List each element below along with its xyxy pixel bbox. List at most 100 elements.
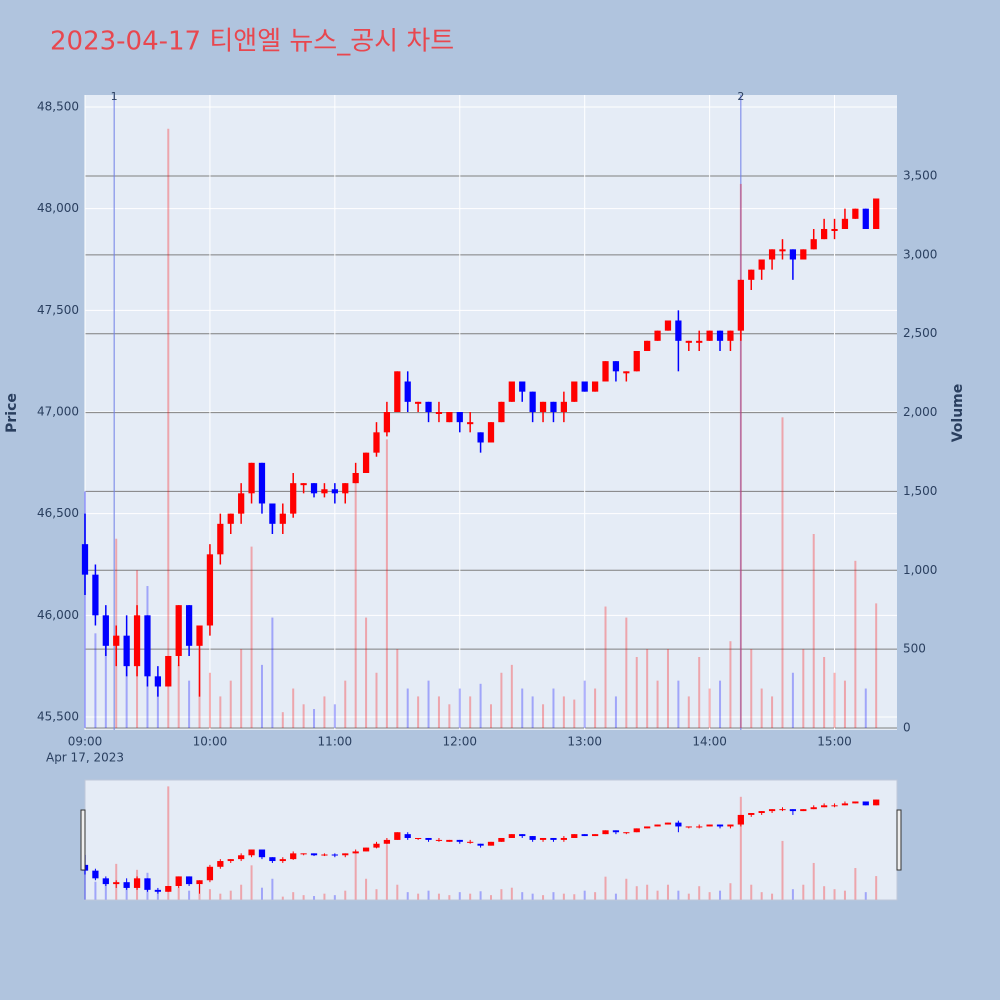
volume-bar	[812, 533, 815, 728]
candle-body	[415, 837, 422, 839]
candle-body	[456, 839, 463, 842]
candle-body	[821, 805, 828, 808]
volume-bar	[854, 868, 857, 900]
candle-body	[435, 839, 443, 841]
volume-bar	[802, 884, 805, 900]
volume-bar	[365, 878, 368, 900]
volume-bar	[542, 704, 545, 728]
candle-body	[581, 834, 588, 837]
volume-bar	[604, 876, 607, 900]
candle-body	[560, 401, 567, 412]
volume-bar	[864, 688, 867, 728]
candle-body	[154, 889, 161, 892]
candle-body	[748, 269, 755, 280]
volume-bar	[281, 896, 284, 900]
y-tick-label: 48,000	[37, 201, 79, 215]
candle-body	[612, 361, 620, 372]
volume-bar	[250, 546, 253, 728]
volume-bar	[427, 890, 430, 900]
volume-bar	[802, 649, 805, 728]
volume-bar	[448, 704, 451, 728]
candle-body	[154, 676, 161, 687]
candle-body	[758, 811, 765, 814]
candle-body	[716, 330, 724, 341]
candle-body	[581, 381, 588, 392]
candle-body	[727, 330, 734, 341]
candle-body	[290, 483, 297, 514]
candle-body	[644, 340, 651, 351]
candle-body	[768, 249, 776, 260]
candle-body	[696, 826, 703, 828]
volume-bar	[583, 890, 586, 900]
candle-body	[133, 615, 141, 667]
candle-body	[217, 523, 224, 555]
candle-body	[185, 605, 193, 646]
volume-bar	[437, 696, 440, 728]
candle-body	[727, 824, 734, 827]
volume-bar	[864, 892, 867, 900]
candle-body	[498, 401, 505, 423]
volume-bar	[791, 889, 794, 900]
candle-body	[487, 841, 495, 846]
candle-body	[258, 462, 266, 504]
volume-bar	[448, 895, 451, 900]
candle-body	[831, 805, 838, 807]
candle-body	[404, 381, 411, 402]
volume-bar	[344, 680, 347, 728]
volume-bar	[385, 845, 388, 900]
candle-body	[602, 361, 609, 382]
volume-bar	[573, 699, 576, 728]
candle-body	[539, 837, 547, 840]
y2-axis-title: Volume	[950, 384, 966, 443]
candle-body	[675, 822, 682, 827]
y2-tick-label: 2,000	[903, 405, 937, 419]
candle-body	[539, 401, 547, 412]
volume-bar	[396, 649, 399, 728]
candle-body	[425, 837, 432, 840]
volume-bar	[208, 889, 211, 900]
candle-body	[362, 847, 370, 852]
candle-body	[446, 411, 453, 423]
candle-body	[477, 432, 484, 443]
volume-bar	[687, 696, 690, 728]
candle-body	[175, 876, 182, 887]
candle-body	[737, 279, 744, 331]
candle-body	[779, 249, 786, 252]
candle-body	[383, 411, 391, 433]
candle-body	[310, 483, 318, 494]
candle-body	[92, 574, 99, 616]
volume-bar	[385, 439, 388, 728]
candle-body	[238, 493, 245, 514]
volume-bar	[562, 893, 565, 900]
x-tick-label: 09:00	[68, 735, 103, 749]
volume-bar	[490, 704, 492, 728]
volume-bar	[719, 680, 722, 728]
candle-body	[404, 834, 411, 838]
x-tick-label: 15:00	[817, 735, 852, 749]
x-tick-label: 13:00	[567, 735, 602, 749]
candle-body	[623, 832, 630, 834]
y-tick-label: 48,500	[37, 99, 79, 113]
volume-bar	[875, 876, 878, 900]
y2-tick-label: 500	[903, 642, 926, 656]
candle-body	[113, 882, 120, 885]
candle-body	[529, 391, 536, 412]
volume-bar	[823, 656, 826, 728]
candle-body	[519, 834, 526, 837]
candle-body	[373, 432, 380, 453]
candle-body	[206, 866, 214, 881]
candle-body	[508, 834, 515, 838]
volume-bar	[771, 893, 774, 900]
volume-bar	[188, 680, 191, 728]
candle-body	[196, 625, 203, 646]
volume-bar	[302, 895, 305, 900]
slider-handle	[896, 809, 902, 871]
volume-bar	[333, 704, 336, 728]
volume-bar	[406, 892, 409, 900]
volume-bar	[875, 603, 878, 728]
volume-bar	[635, 656, 638, 728]
volume-bar	[104, 641, 107, 728]
volume-bar	[677, 680, 680, 728]
candle-body	[498, 837, 505, 842]
